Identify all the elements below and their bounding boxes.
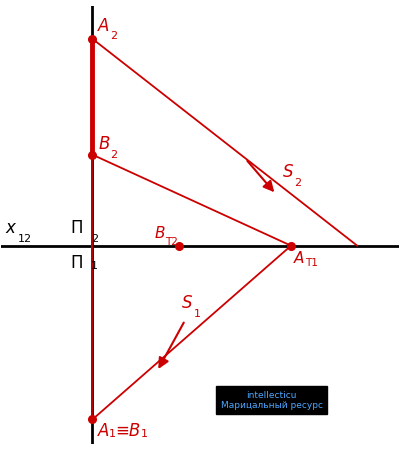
Text: 2: 2	[110, 32, 117, 41]
Text: A: A	[294, 252, 304, 266]
Text: x: x	[6, 220, 16, 238]
Text: S: S	[283, 163, 293, 181]
Text: ≡B: ≡B	[115, 422, 140, 440]
Text: Π: Π	[70, 220, 82, 238]
Text: 1: 1	[109, 428, 116, 439]
Text: Π: Π	[70, 254, 82, 272]
Text: 1: 1	[140, 428, 148, 439]
Text: 1: 1	[91, 261, 98, 270]
Text: 12: 12	[18, 234, 32, 244]
Text: B: B	[98, 135, 110, 153]
Text: A: A	[98, 17, 110, 35]
Text: T2: T2	[165, 237, 178, 248]
Text: intellecticu
Марицальный ресурс: intellecticu Марицальный ресурс	[221, 391, 323, 410]
Text: B: B	[154, 226, 165, 241]
Text: 2: 2	[111, 149, 118, 160]
Text: T1: T1	[305, 258, 318, 268]
Text: 2: 2	[294, 178, 302, 188]
Text: 1: 1	[193, 309, 200, 319]
Text: S: S	[182, 294, 192, 312]
Text: A: A	[98, 422, 110, 440]
Text: 2: 2	[91, 234, 98, 244]
